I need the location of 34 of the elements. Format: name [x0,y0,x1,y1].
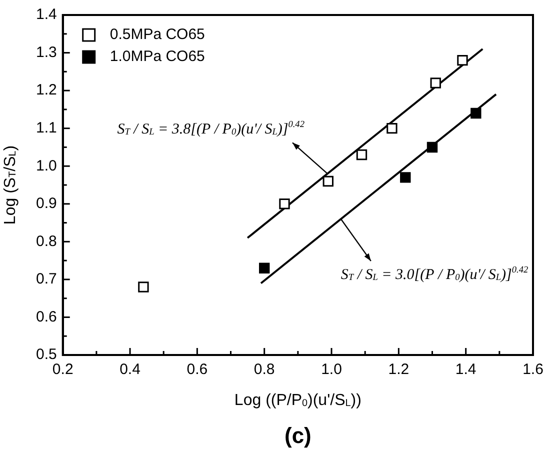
x-tick-label: 1.6 [522,361,544,378]
point [322,176,334,187]
point [457,54,468,66]
x-tick-label: 1.4 [455,361,476,378]
point [356,149,368,160]
y-tick-label: 1.4 [36,6,57,24]
y-tick-label: 1.0 [36,157,57,174]
y-axis-title: Log (ST/SL) [2,145,19,225]
point [259,262,270,274]
point [470,108,482,119]
x-tick-label: 0.4 [120,361,140,378]
y-tick-label: 0.6 [36,308,57,326]
x-tick-label: 1.0 [321,361,342,378]
text: (c) [284,423,312,448]
x-tick-label: 0.8 [254,361,275,378]
y-tick-label: 0.8 [36,232,57,250]
y-tick-label: 0.5 [36,346,57,364]
y-tick-label: 1.3 [36,44,57,61]
y-tick-label: 1.1 [36,119,57,136]
point [279,198,290,210]
legend-label: 0.5MPa CO65 [110,26,205,44]
x-tick-label: 0.2 [52,361,74,378]
y-tick-label: 1.2 [36,82,57,99]
x-axis-title: Log ((P/P0)(u'/SL)) [234,392,362,409]
point [430,78,441,88]
x-tick-label: 0.6 [186,361,208,378]
legend-label: 1.0MPa CO65 [110,48,205,66]
point [426,142,438,153]
x-tick-label: 1.2 [388,361,410,378]
y-tick-label: 0.7 [36,270,57,288]
point [386,122,398,134]
y-tick-label: 0.9 [36,195,57,212]
point [400,172,411,183]
point [138,282,149,292]
